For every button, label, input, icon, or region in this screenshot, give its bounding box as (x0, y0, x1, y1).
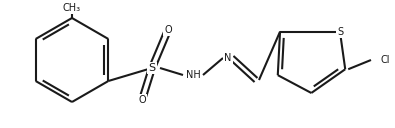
Text: S: S (149, 63, 156, 73)
Text: NH: NH (186, 70, 200, 80)
Text: CH₃: CH₃ (63, 3, 81, 13)
Text: N: N (224, 53, 232, 63)
Text: Cl: Cl (380, 55, 390, 65)
Text: O: O (138, 95, 146, 105)
Text: O: O (164, 25, 172, 35)
Text: S: S (337, 27, 343, 37)
